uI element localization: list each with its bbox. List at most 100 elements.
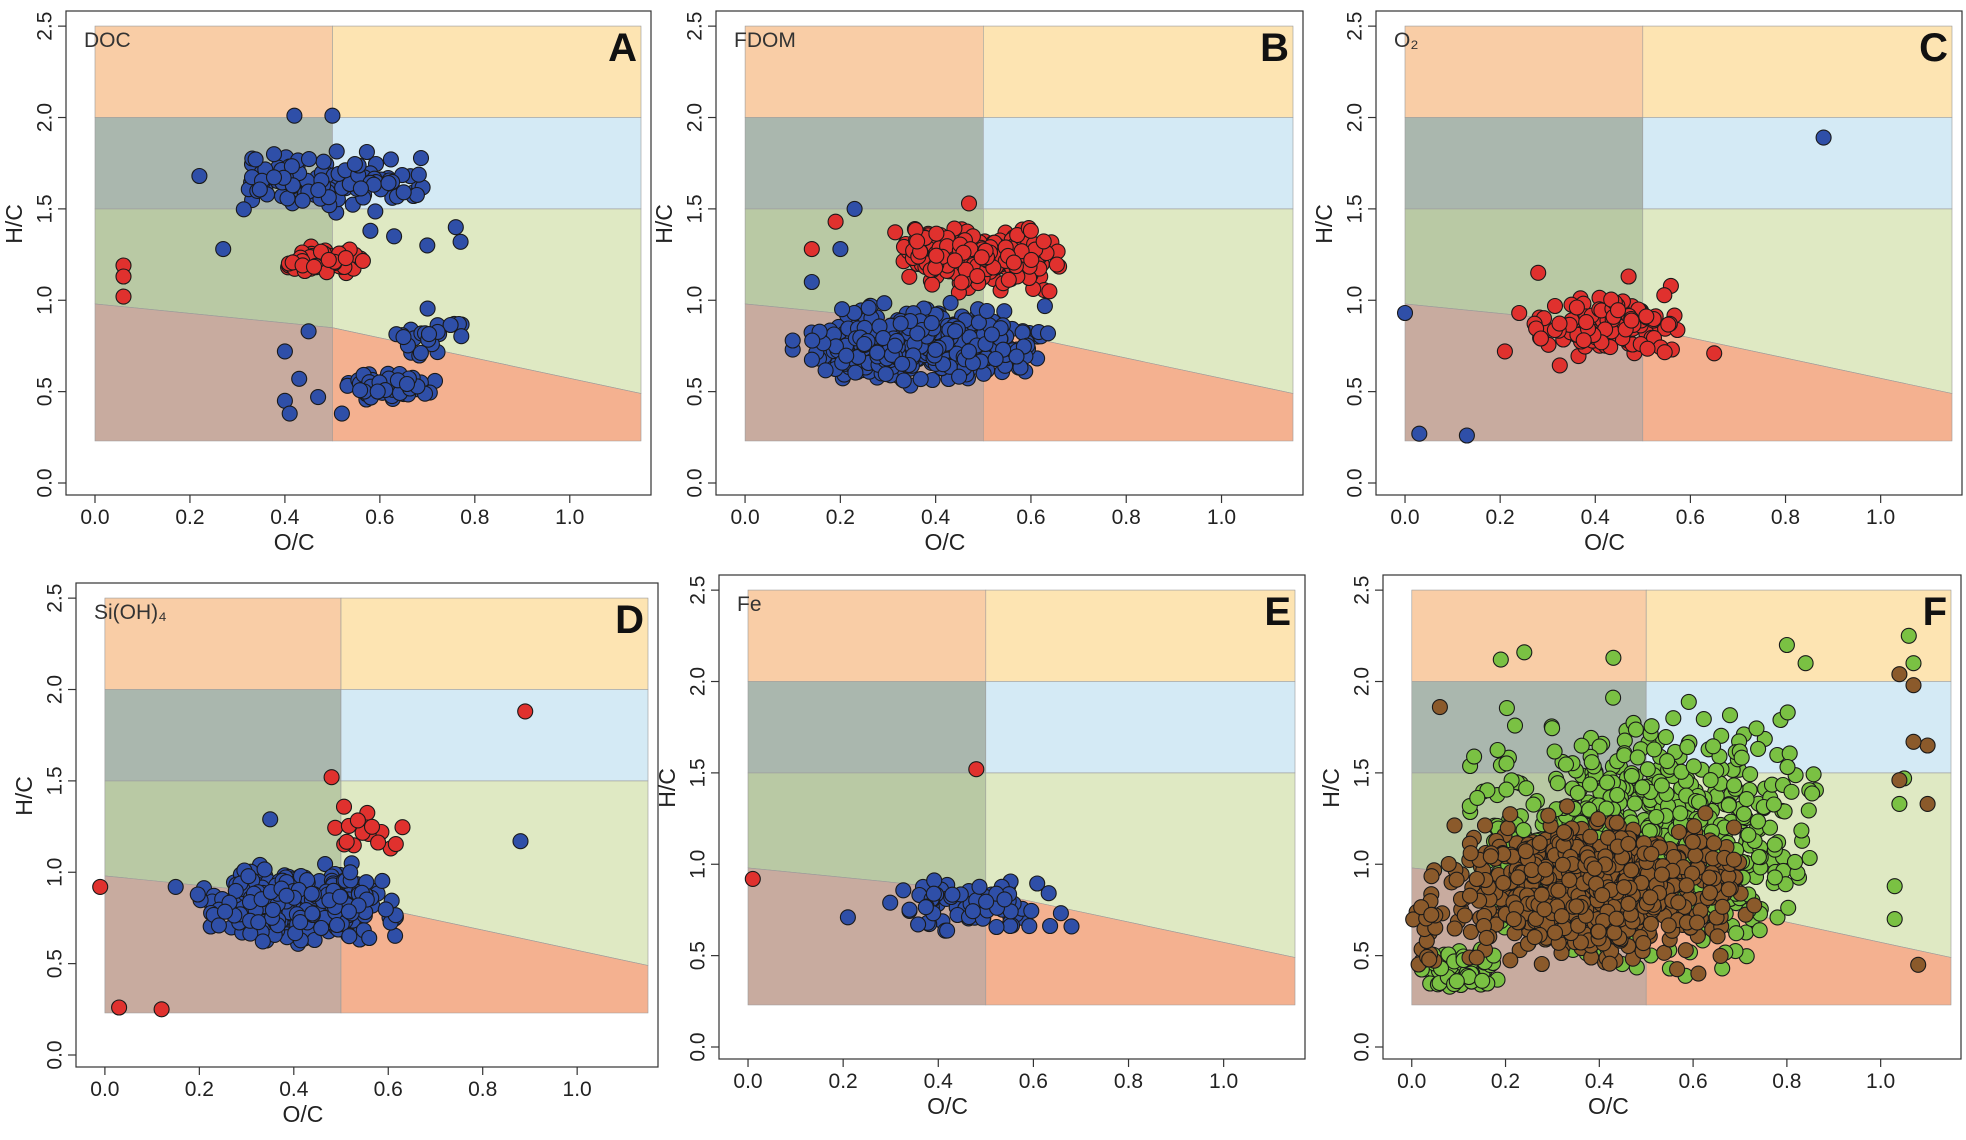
data-point xyxy=(286,107,303,124)
data-point xyxy=(153,1001,170,1018)
data-point xyxy=(251,181,268,198)
data-point xyxy=(1634,779,1651,796)
data-point xyxy=(969,268,986,285)
data-point xyxy=(1750,848,1767,866)
data-point xyxy=(987,350,1004,368)
data-point xyxy=(1780,899,1797,916)
y-tick-label: 2.0 xyxy=(1351,667,1374,696)
data-point xyxy=(442,316,459,334)
plot-frame xyxy=(1375,10,1963,496)
data-point xyxy=(1910,956,1927,973)
y-tick-label: 1.0 xyxy=(684,286,707,315)
region-low-right xyxy=(340,899,649,1014)
panel-c: 0.0 0.2 0.4 0.6 0.8 1.0 0.0 0.5 1.0 1.5 2.0 2.5 O/C H… xyxy=(1311,10,1963,555)
data-point xyxy=(1725,819,1743,836)
y-tick-label: 1.5 xyxy=(1344,194,1367,223)
data-point xyxy=(1573,737,1590,754)
y-tick-label: 2.5 xyxy=(34,12,57,41)
data-point xyxy=(1462,923,1479,940)
data-point xyxy=(928,225,945,242)
data-point xyxy=(341,928,358,945)
data-point xyxy=(1532,330,1549,347)
data-point xyxy=(1489,741,1506,759)
data-point xyxy=(838,347,855,364)
data-point xyxy=(996,303,1013,320)
y-tick-label: 1.5 xyxy=(687,758,710,787)
data-point xyxy=(1499,820,1516,837)
data-point xyxy=(1781,745,1798,762)
data-point xyxy=(869,344,886,361)
data-point xyxy=(303,885,320,902)
data-point xyxy=(1620,268,1637,285)
data-point xyxy=(1502,806,1519,823)
y-tick-label: 0.0 xyxy=(1351,1032,1374,1061)
data-point xyxy=(1516,644,1533,661)
data-point xyxy=(1705,835,1723,852)
data-point xyxy=(310,182,327,199)
y-tick-label: 1.0 xyxy=(44,858,67,887)
data-point xyxy=(517,703,534,720)
data-point xyxy=(1551,315,1568,332)
data-point xyxy=(1643,718,1660,735)
data-point xyxy=(803,351,820,368)
data-point xyxy=(1687,847,1704,864)
data-point xyxy=(1653,866,1670,883)
data-point xyxy=(300,151,318,168)
data-point xyxy=(1891,772,1908,789)
data-point xyxy=(944,886,961,903)
data-point xyxy=(1677,942,1694,959)
data-point xyxy=(1740,826,1757,843)
x-axis-label: O/C xyxy=(1584,529,1625,555)
data-point xyxy=(1396,304,1414,322)
data-point xyxy=(1523,861,1540,879)
data-point xyxy=(1411,425,1428,442)
data-point xyxy=(1805,766,1822,783)
data-point xyxy=(939,922,956,939)
x-axis-label: O/C xyxy=(274,529,315,555)
data-point xyxy=(1511,304,1528,322)
data-point xyxy=(1023,251,1040,268)
y-tick-label: 1.5 xyxy=(1351,758,1374,787)
data-point xyxy=(1642,889,1659,906)
x-tick-label: 0.8 xyxy=(1112,506,1141,529)
data-point xyxy=(1022,222,1039,239)
data-point xyxy=(310,389,327,406)
data-point xyxy=(262,811,279,828)
x-tick-label: 0.6 xyxy=(374,1078,403,1101)
data-point xyxy=(1751,922,1768,939)
data-point xyxy=(1553,908,1570,925)
data-point xyxy=(803,273,820,291)
region-upper-right xyxy=(1642,117,1953,210)
data-point xyxy=(1550,882,1567,899)
x-tick-label: 0.2 xyxy=(185,1078,214,1101)
data-point xyxy=(323,769,340,786)
data-point xyxy=(968,761,985,778)
data-point xyxy=(1498,755,1515,772)
data-point xyxy=(1039,325,1057,342)
panel-a: 0.0 0.2 0.4 0.6 0.8 1.0 0.0 0.5 1.0 1.5 2.0 2.5 O/C H… xyxy=(1,10,652,555)
data-point xyxy=(876,295,893,312)
data-point xyxy=(1048,256,1065,273)
data-point xyxy=(358,143,375,161)
data-point xyxy=(1469,789,1486,806)
data-point xyxy=(305,258,323,275)
data-point xyxy=(925,885,942,902)
data-point xyxy=(1900,627,1917,644)
data-point xyxy=(978,893,995,910)
panel-letter: C xyxy=(1919,26,1948,70)
data-point xyxy=(1653,777,1670,794)
data-point xyxy=(1793,822,1810,839)
data-point xyxy=(1801,849,1818,867)
data-point xyxy=(1720,881,1737,898)
data-point xyxy=(1609,302,1627,319)
data-point xyxy=(927,341,944,358)
data-point xyxy=(846,200,863,217)
data-point xyxy=(335,798,353,815)
data-point xyxy=(1601,955,1618,972)
y-tick-label: 0.0 xyxy=(44,1040,67,1069)
y-tick-label: 0.5 xyxy=(44,949,67,978)
data-point xyxy=(1598,800,1615,817)
data-point xyxy=(453,328,470,345)
data-point xyxy=(1695,711,1712,728)
data-point xyxy=(901,268,918,285)
